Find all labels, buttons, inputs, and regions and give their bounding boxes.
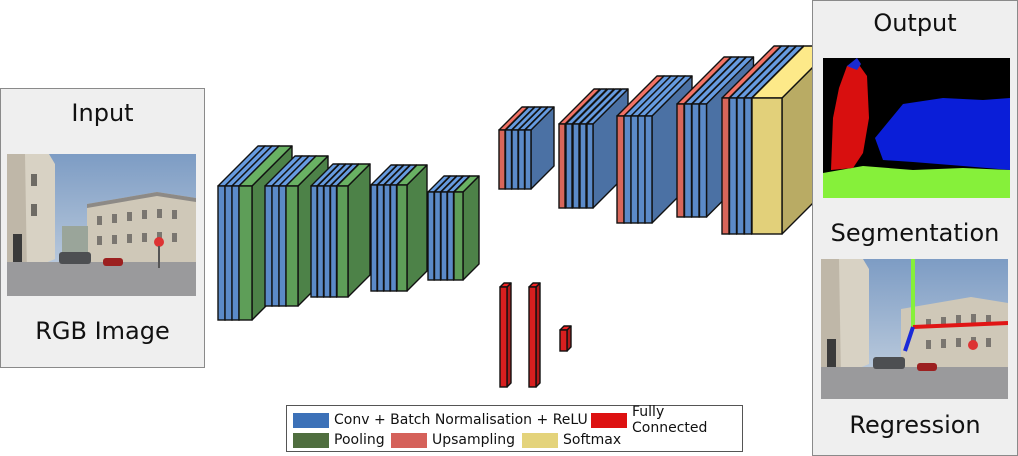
- output-panel: Output Segmentation: [812, 0, 1018, 456]
- legend-swatch-conv: [293, 412, 329, 428]
- output-title: Output: [873, 9, 957, 37]
- legend-label-upsampling: Upsampling: [432, 432, 516, 448]
- legend-item-upsampling: Upsampling: [391, 431, 515, 449]
- legend-item-fully-connected: Fully Connected: [591, 404, 742, 436]
- legend-swatch-upsampling: [391, 432, 427, 448]
- input-caption: RGB Image: [35, 317, 170, 345]
- legend-item-softmax: Softmax: [522, 431, 621, 449]
- segmentation-output-image: [823, 58, 1010, 198]
- encoder-5-pool-layer-5: [453, 175, 480, 281]
- input-rgb-image: [7, 154, 196, 296]
- legend-swatch-pooling: [293, 432, 329, 448]
- input-panel: Input: [0, 88, 205, 368]
- legend: Conv + Batch Normalisation + ReLU Fully …: [286, 404, 743, 452]
- legend-item-conv: Conv + Batch Normalisation + ReLU: [293, 411, 588, 429]
- legend-label-softmax: Softmax: [563, 432, 622, 448]
- legend-label-conv: Conv + Batch Normalisation + ReLU: [334, 412, 588, 428]
- input-title: Input: [71, 99, 134, 127]
- decoder-1-conv-layer-5: [524, 106, 555, 190]
- legend-swatch-softmax: [522, 432, 558, 448]
- legend-label-pooling: Pooling: [334, 432, 385, 448]
- encoder-4-pool-layer-5: [396, 164, 428, 292]
- legend-swatch-fully-connected: [591, 412, 627, 428]
- legend-item-pooling: Pooling: [293, 431, 385, 449]
- segmentation-label: Segmentation: [830, 219, 1000, 247]
- regression-output-image: [821, 259, 1008, 399]
- regression-fc-layer-2: [528, 282, 541, 388]
- regression-label: Regression: [849, 411, 981, 439]
- regression-fc-layer-3: [559, 325, 572, 352]
- legend-label-fully-connected: Fully Connected: [632, 404, 708, 436]
- regression-fc-layer-1: [499, 282, 512, 388]
- encoder-3-pool-layer-5: [336, 163, 371, 298]
